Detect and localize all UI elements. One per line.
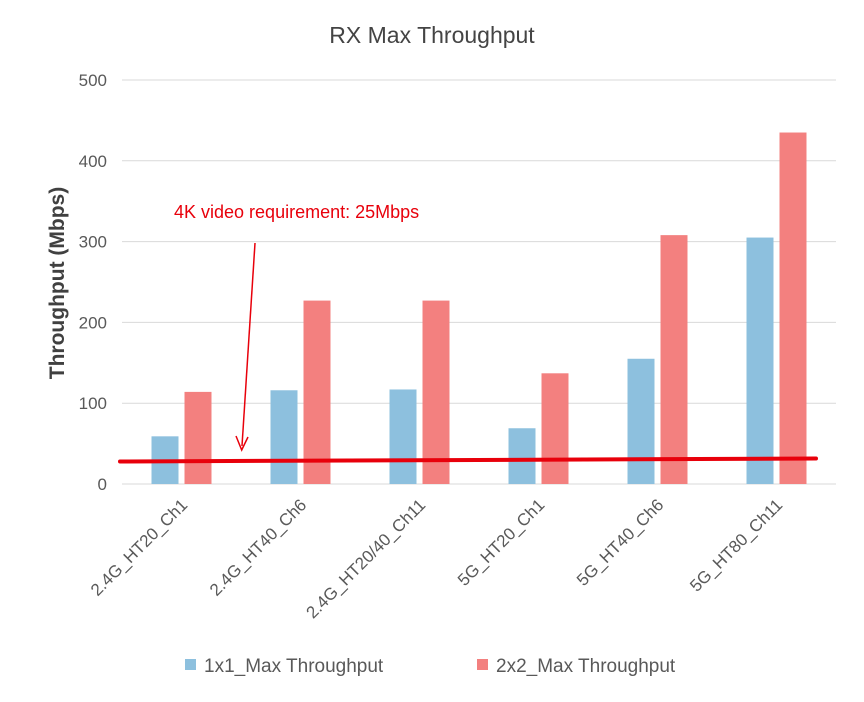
bar-1x1-4 xyxy=(627,358,655,484)
legend-swatch xyxy=(185,659,196,670)
legend-label: 2x2_Max Throughput xyxy=(496,656,676,677)
y-tick-label: 400 xyxy=(79,152,107,171)
bar-2x2-4 xyxy=(660,235,688,484)
y-tick-label: 200 xyxy=(79,313,107,332)
bar-1x1-3 xyxy=(508,428,536,484)
x-tick-label: 2.4G_HT20/40_Ch11 xyxy=(303,495,430,622)
annotation-text: 4K video requirement: 25Mbps xyxy=(174,202,419,222)
x-tick-label: 5G_HT80_Ch11 xyxy=(686,495,786,595)
y-tick-label: 0 xyxy=(98,475,107,494)
bars xyxy=(151,132,807,484)
x-tick-label: 2.4G_HT40_Ch6 xyxy=(206,495,310,599)
bar-2x2-1 xyxy=(303,300,331,484)
x-tick-label: 2.4G_HT20_Ch1 xyxy=(87,495,191,599)
bar-1x1-5 xyxy=(746,237,774,484)
annotation-arrow-head xyxy=(235,435,249,452)
x-tick-label: 5G_HT20_Ch1 xyxy=(454,495,548,589)
bar-2x2-5 xyxy=(779,132,807,484)
y-tick-label: 100 xyxy=(79,394,107,413)
annotation-arrow-shaft xyxy=(241,242,256,447)
legend: 1x1_Max Throughput 2x2_Max Throughput xyxy=(185,656,676,677)
bar-2x2-2 xyxy=(422,300,450,484)
bar-2x2-3 xyxy=(541,373,569,484)
gridlines xyxy=(122,79,836,485)
x-axis-ticks: 2.4G_HT20_Ch1 2.4G_HT40_Ch62.4G_HT20/40_C… xyxy=(87,495,786,622)
annotation: 4K video requirement: 25Mbps xyxy=(118,202,818,464)
chart-title: RX Max Throughput xyxy=(329,22,535,48)
requirement-line xyxy=(118,456,818,464)
bar-1x1-2 xyxy=(389,389,417,484)
legend-swatch xyxy=(477,659,488,670)
y-axis-ticks: 0 100 200 300 400 500 xyxy=(79,71,107,494)
legend-label: 1x1_Max Throughput xyxy=(204,656,384,677)
x-tick-label: 5G_HT40_Ch6 xyxy=(573,495,667,589)
bar-2x2-0 xyxy=(184,391,212,484)
y-tick-label: 300 xyxy=(79,233,107,252)
y-tick-label: 500 xyxy=(79,71,107,90)
y-axis-label: Throughput (Mbps) xyxy=(46,187,69,379)
bar-1x1-1 xyxy=(270,390,298,484)
